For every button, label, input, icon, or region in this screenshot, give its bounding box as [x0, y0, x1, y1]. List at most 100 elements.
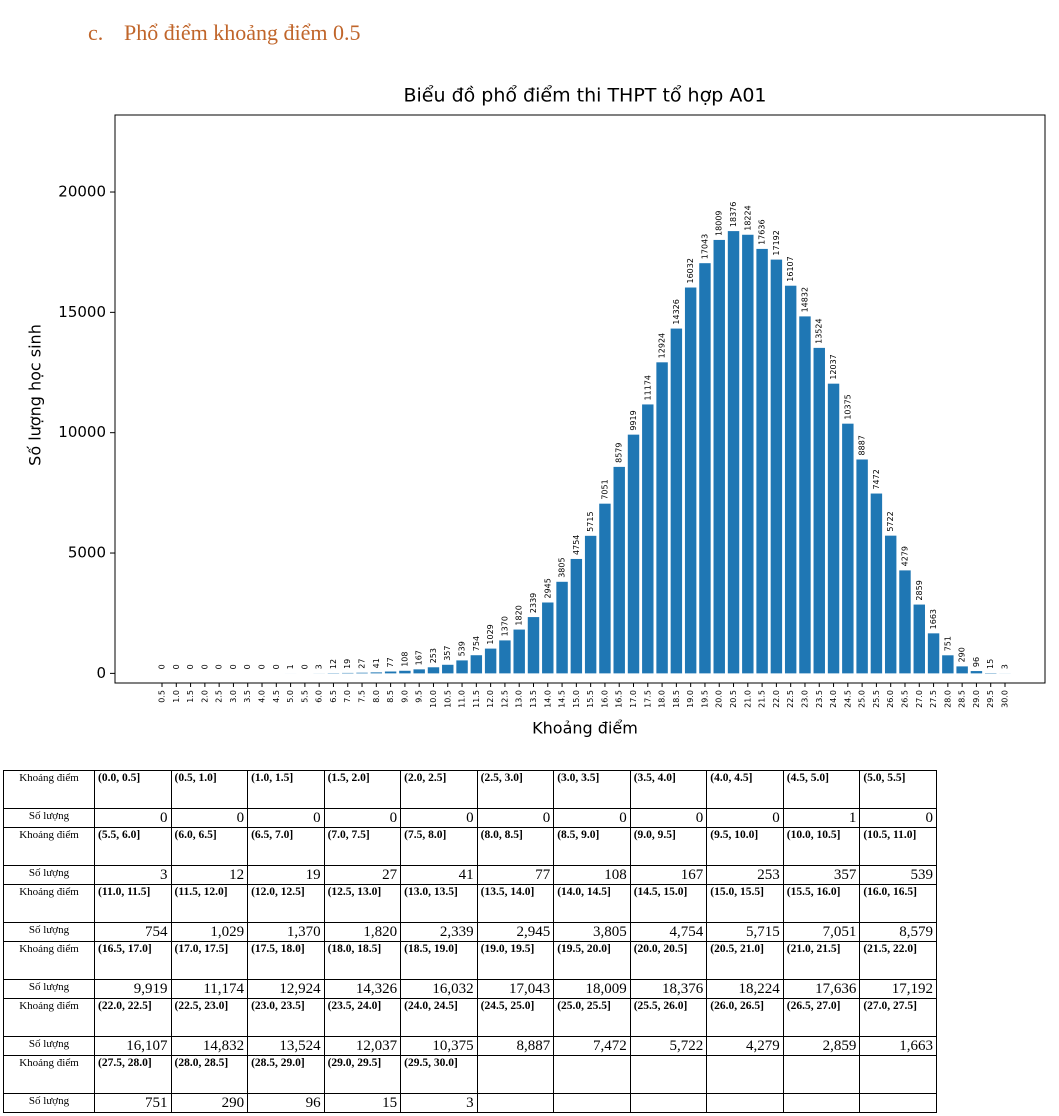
range-cell: (24.0, 24.5]: [400, 998, 478, 1037]
range-cell: (23.0, 23.5]: [247, 998, 325, 1037]
x-tick-label: 19.0: [686, 690, 695, 708]
range-cell: (14.0, 14.5]: [553, 884, 631, 923]
value-label: 0: [172, 664, 181, 669]
count-cell: 2,945: [476, 922, 555, 942]
range-cell: (27.5, 28.0]: [94, 1055, 172, 1094]
count-cell: 0: [94, 808, 172, 828]
value-label: 17636: [758, 219, 767, 244]
value-label: 12924: [658, 333, 667, 358]
range-cell: (15.5, 16.0]: [782, 884, 861, 923]
y-axis-label: Số lượng học sinh: [26, 324, 45, 466]
y-tick-label: 5000: [68, 544, 106, 562]
range-cell: (13.5, 14.0]: [476, 884, 555, 923]
range-cell: (29.5, 30.0]: [400, 1055, 478, 1094]
bar: [542, 602, 554, 674]
empty-cell: [476, 1093, 555, 1113]
range-cell: (10.5, 11.0]: [859, 827, 937, 866]
bar: [884, 535, 897, 674]
count-row: Số lượng 751 290 96 15 3: [3, 1093, 937, 1113]
value-label: 96: [972, 657, 981, 667]
x-tick-label: 28.0: [943, 690, 952, 708]
chart-title: Biểu đồ phổ điểm thi THPT tổ hợp A01: [403, 85, 766, 107]
count-cell: 5,722: [629, 1036, 708, 1056]
count-cell: 96: [247, 1093, 325, 1113]
x-tick-label: 22.5: [786, 690, 795, 708]
value-label: 16032: [686, 258, 695, 283]
count-cell: 17,636: [782, 979, 861, 999]
x-tick-label: 21.0: [743, 690, 752, 708]
range-cell: (11.0, 11.5]: [94, 884, 172, 923]
count-cell: 13,524: [247, 1036, 325, 1056]
range-cell: (14.5, 15.0]: [629, 884, 708, 923]
value-label: 3: [1001, 664, 1010, 669]
range-cell: (7.0, 7.5]: [323, 827, 402, 866]
value-label: 18009: [715, 210, 724, 235]
x-tick-label: 9.0: [400, 690, 409, 703]
range-row: Khoảng điểm (16.5, 17.0] (17.0, 17.5] (17.5…: [3, 941, 937, 980]
bar: [656, 362, 668, 674]
value-label: 108: [400, 651, 409, 666]
value-label: 12: [329, 659, 338, 669]
bar: [942, 655, 954, 674]
range-cell: (21.0, 21.5]: [782, 941, 861, 980]
range-cell: (16.5, 17.0]: [94, 941, 172, 980]
count-cell: 751: [94, 1093, 172, 1113]
empty-cell: [629, 1093, 708, 1113]
range-cell: (3.0, 3.5]: [553, 770, 631, 809]
empty-cell: [629, 1055, 708, 1094]
range-cell: (3.5, 4.0]: [629, 770, 708, 809]
x-tick-label: 27.5: [929, 690, 938, 708]
bar: [927, 633, 940, 674]
x-tick-label: 1.0: [172, 690, 181, 703]
x-tick-label: 23.0: [800, 690, 809, 708]
x-tick-label: 24.5: [843, 690, 852, 708]
count-cell: 8,579: [859, 922, 937, 942]
x-tick-label: 7.0: [343, 690, 352, 703]
count-cell: 14,832: [170, 1036, 249, 1056]
value-label: 11174: [643, 375, 652, 400]
count-cell: 357: [782, 865, 861, 885]
range-cell: (19.5, 20.0]: [553, 941, 631, 980]
empty-cell: [859, 1093, 937, 1113]
range-cell: (25.0, 25.5]: [553, 998, 631, 1037]
range-cell: (11.5, 12.0]: [170, 884, 249, 923]
x-tick-label: 18.5: [672, 690, 681, 708]
range-cell: (21.5, 22.0]: [859, 941, 937, 980]
range-cell: (8.0, 8.5]: [476, 827, 555, 866]
value-label: 253: [429, 648, 438, 663]
bar: [470, 655, 483, 674]
bar: [713, 239, 725, 674]
value-label: 5722: [886, 511, 895, 531]
range-cell: (18.5, 19.0]: [400, 941, 478, 980]
count-row: Số lượng 754 1,029 1,370 1,820 2,339 2,945 3,80…: [3, 922, 937, 942]
value-label: 14832: [800, 287, 809, 312]
bar: [427, 667, 440, 674]
value-label: 18224: [743, 205, 752, 230]
value-label: 0: [272, 664, 281, 669]
value-label: 5715: [586, 511, 595, 531]
empty-cell: [476, 1055, 555, 1094]
count-cell: 9,919: [94, 979, 172, 999]
value-label: 12037: [829, 354, 838, 379]
bar: [570, 558, 583, 674]
x-tick-label: 2.5: [215, 690, 224, 703]
value-label: 751: [943, 636, 952, 651]
x-tick-label: 15.0: [572, 690, 581, 708]
count-cell: 12,924: [247, 979, 325, 999]
x-tick-label: 3.5: [243, 690, 252, 703]
row-label: Khoảng điểm: [3, 827, 95, 866]
x-tick-label: 26.0: [886, 690, 895, 708]
row-label: Số lượng: [3, 808, 95, 828]
count-cell: 3: [400, 1093, 478, 1113]
count-cell: 12: [170, 865, 249, 885]
value-label: 0: [243, 664, 252, 669]
value-label: 77: [386, 657, 395, 667]
bar: [413, 669, 425, 674]
value-label: 2339: [529, 593, 538, 613]
value-label: 2859: [915, 580, 924, 600]
value-label: 18376: [729, 202, 738, 227]
heading-text: Phổ điểm khoảng điểm 0.5: [124, 20, 361, 45]
range-cell: (22.0, 22.5]: [94, 998, 172, 1037]
value-label: 167: [415, 650, 424, 665]
range-cell: (10.0, 10.5]: [782, 827, 861, 866]
